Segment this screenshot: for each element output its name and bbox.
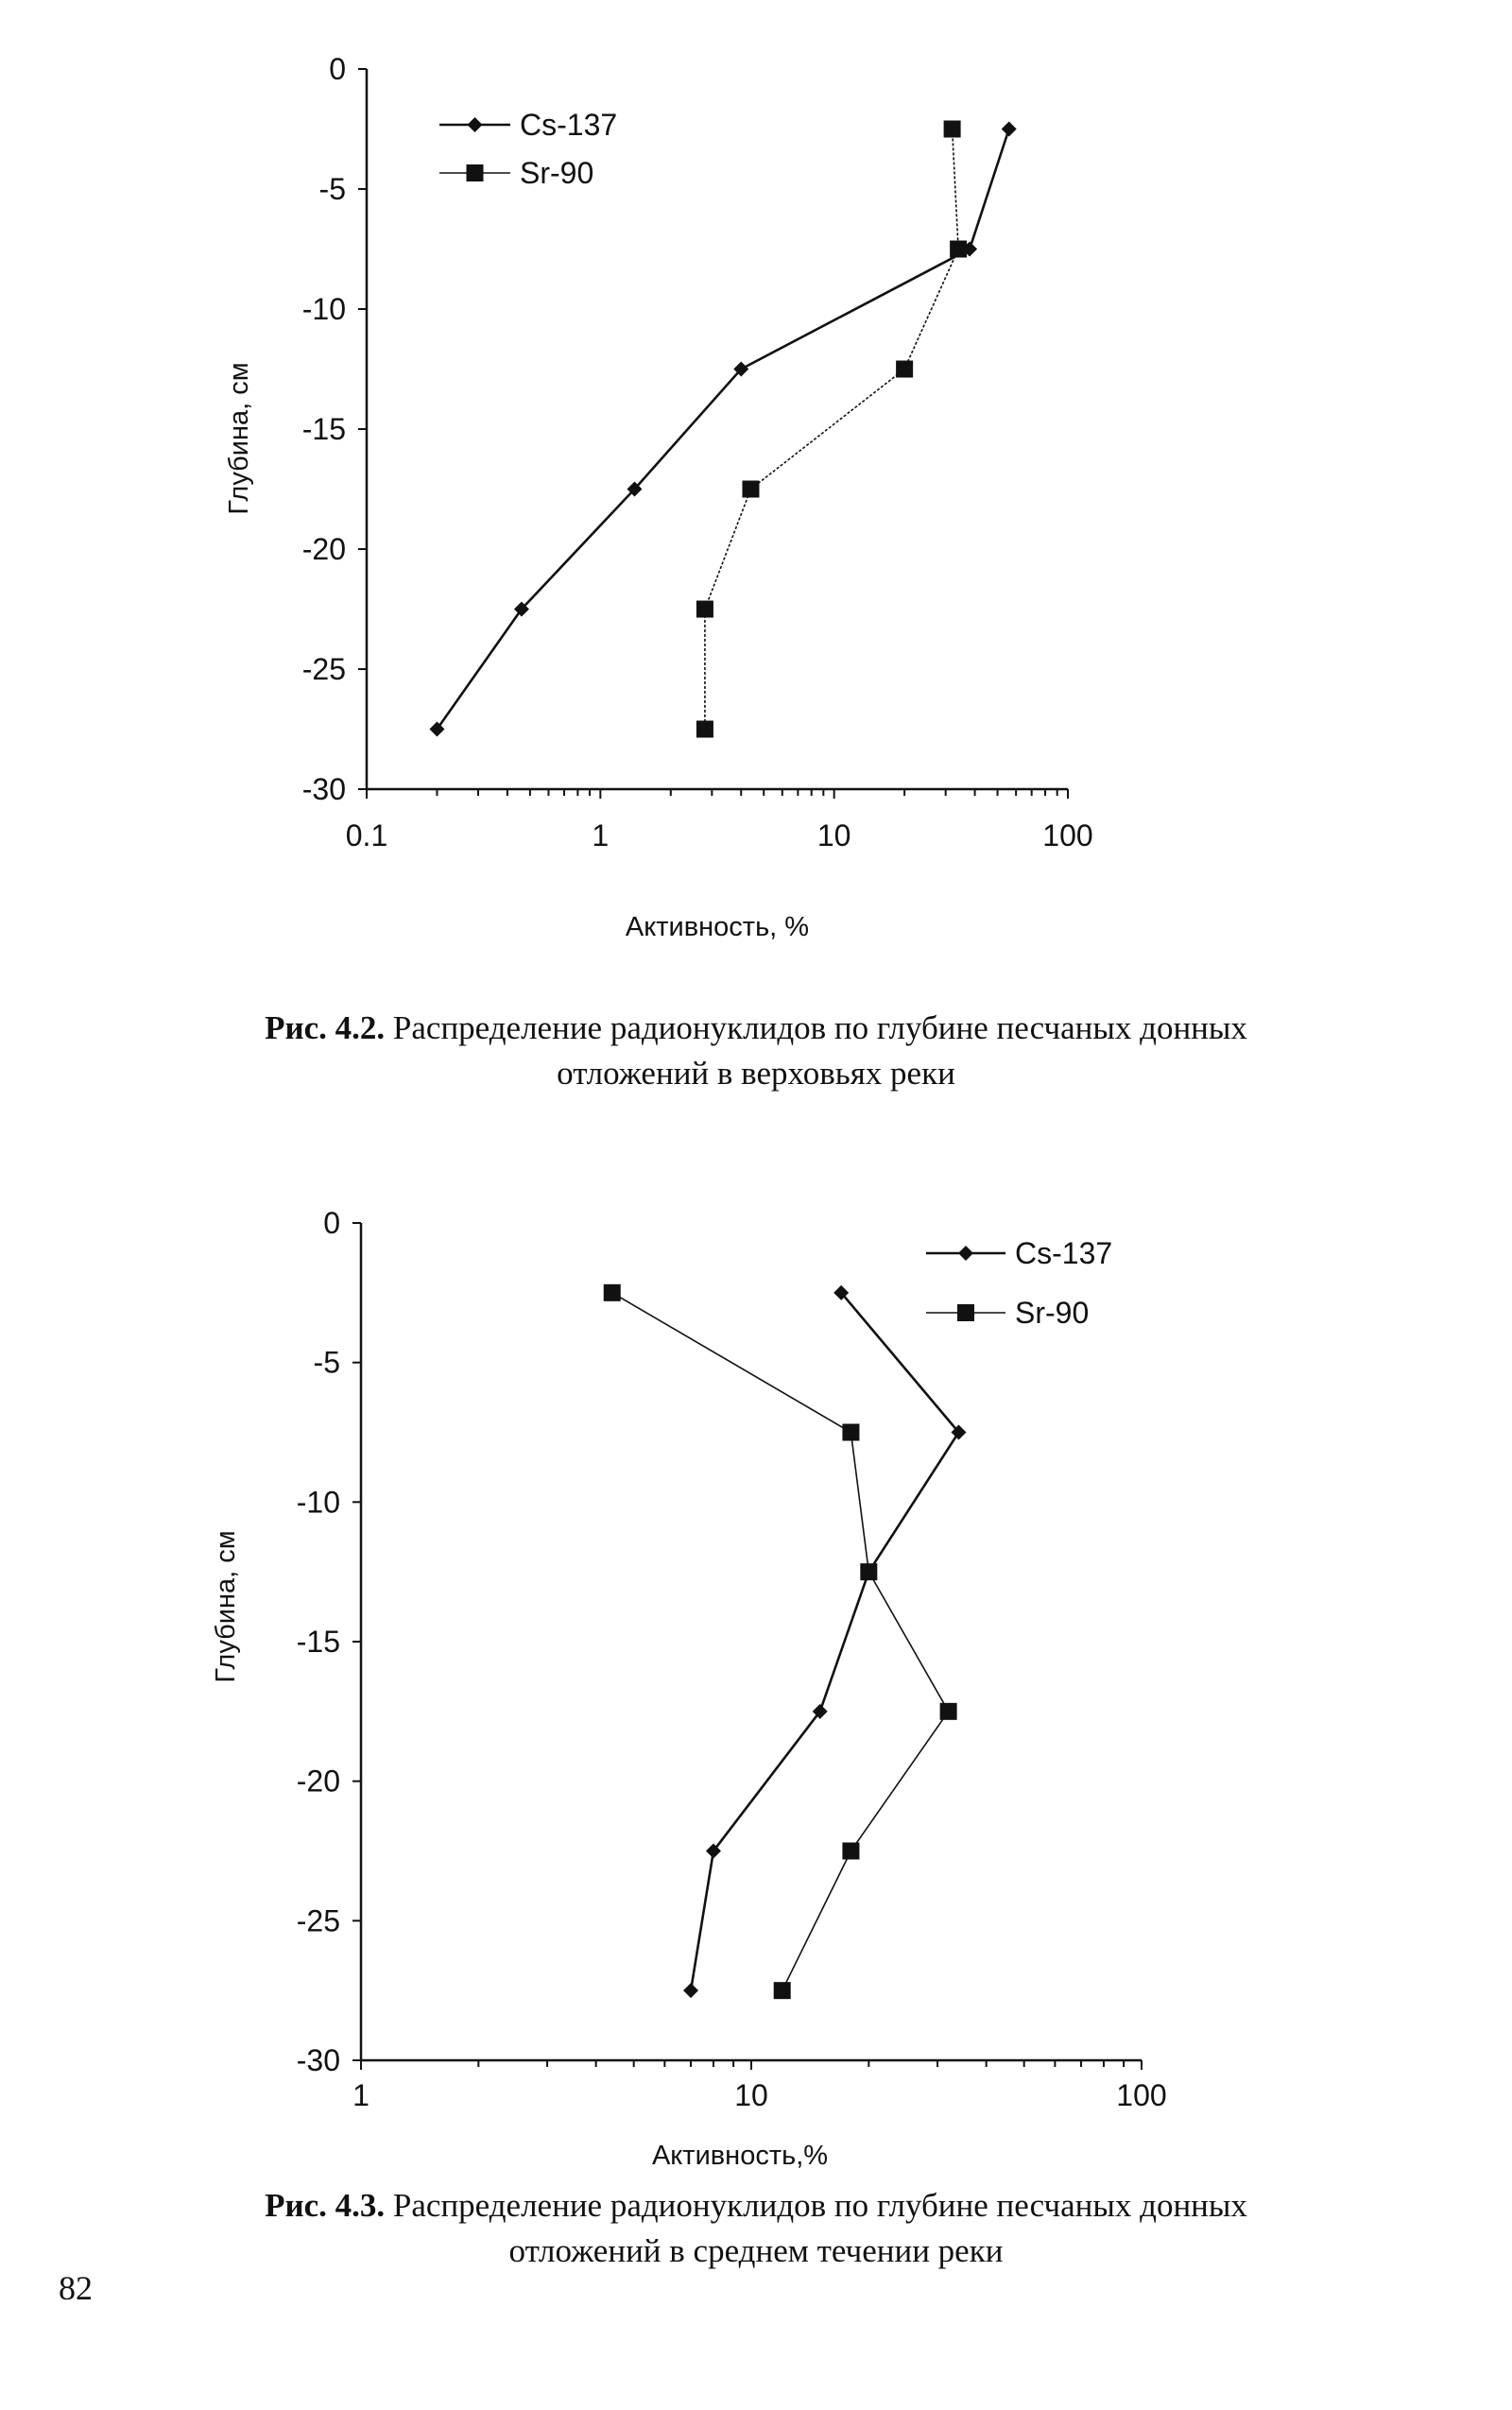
square-marker bbox=[742, 480, 760, 498]
square-marker bbox=[773, 1982, 791, 2000]
y-tick-label: -10 bbox=[297, 1485, 340, 1519]
square-marker bbox=[842, 1842, 860, 1860]
figure-caption-4-3: Рис. 4.3. Распределение радионуклидов по… bbox=[0, 2183, 1512, 2274]
y-tick-label: -5 bbox=[314, 1346, 340, 1380]
y-axis-label: Глубина, см bbox=[224, 362, 254, 514]
legend-item-cs-137: Cs-137 bbox=[926, 1236, 1112, 1270]
diamond-marker bbox=[683, 1983, 699, 1999]
legend-label: Cs-137 bbox=[1015, 1236, 1112, 1270]
diamond-marker bbox=[627, 481, 643, 497]
series-sr-90 bbox=[696, 120, 968, 738]
y-axis-label: Глубина, см bbox=[211, 1530, 241, 1682]
caption-line1: Распределение радионуклидов по глубине п… bbox=[392, 1009, 1247, 1046]
legend-item-cs-137: Cs-137 bbox=[439, 108, 617, 142]
legend-diamond-icon bbox=[467, 117, 483, 132]
y-tick-label: -30 bbox=[302, 772, 346, 806]
diamond-marker bbox=[1001, 121, 1017, 137]
series-sr-90 bbox=[603, 1283, 957, 2000]
x-tick-label: 0.1 bbox=[346, 818, 387, 852]
series-line bbox=[611, 1292, 950, 1991]
page-number: 82 bbox=[59, 2269, 93, 2307]
diamond-marker bbox=[705, 1843, 721, 1859]
series-cs-137 bbox=[683, 1284, 967, 1999]
square-marker bbox=[696, 720, 713, 738]
series-line bbox=[704, 129, 959, 730]
square-marker bbox=[696, 600, 713, 618]
legend-item-sr-90: Sr-90 bbox=[439, 156, 593, 190]
y-tick-label: -20 bbox=[302, 532, 346, 566]
y-tick-label: -25 bbox=[302, 652, 346, 686]
caption-line1: Распределение радионуклидов по глубине п… bbox=[392, 2187, 1247, 2224]
square-marker bbox=[939, 1702, 957, 1720]
y-tick-label: 0 bbox=[323, 1206, 340, 1240]
y-tick-label: 0 bbox=[329, 52, 346, 86]
diamond-marker bbox=[962, 241, 978, 257]
x-axis-label: Активность, % bbox=[626, 912, 809, 942]
y-tick-label: -15 bbox=[297, 1625, 340, 1659]
y-tick-label: -30 bbox=[297, 2043, 340, 2077]
x-axis-label: Активность,% bbox=[652, 2141, 828, 2171]
legend-label: Cs-137 bbox=[520, 108, 617, 142]
y-tick-label: -20 bbox=[297, 1764, 340, 1799]
diamond-marker bbox=[812, 1703, 828, 1719]
series-line bbox=[436, 129, 1010, 731]
square-marker bbox=[896, 360, 914, 378]
figure-caption-4-2: Рис. 4.2. Распределение радионуклидов по… bbox=[0, 1006, 1512, 1096]
chart-2: 0 -5 -10 -15 -20 -25 -30 1 10 100 Активность,% Глуб… bbox=[211, 1206, 1167, 2171]
x-tick-label: 1 bbox=[592, 818, 609, 852]
y-tick-label: -15 bbox=[302, 412, 346, 446]
legend-label: Sr-90 bbox=[520, 156, 593, 190]
series-cs-137 bbox=[429, 121, 1017, 737]
legend-label: Sr-90 bbox=[1015, 1296, 1089, 1330]
square-marker bbox=[950, 240, 968, 258]
square-marker bbox=[943, 120, 961, 138]
x-tick-label: 10 bbox=[817, 818, 851, 852]
chart-1: 0 -5 -10 -15 -20 -25 -300.1 1 10 100 Активность, %… bbox=[224, 52, 1093, 942]
diamond-marker bbox=[951, 1424, 967, 1440]
y-tick-label: -25 bbox=[297, 1903, 340, 1937]
caption-line2: отложений в верховьях реки bbox=[557, 1055, 955, 1092]
square-marker bbox=[842, 1423, 860, 1441]
y-tick-label: -5 bbox=[319, 172, 346, 206]
legend-square-icon bbox=[957, 1304, 974, 1321]
legend-square-icon bbox=[466, 164, 484, 181]
diamond-marker bbox=[429, 721, 445, 737]
square-marker bbox=[603, 1283, 621, 1301]
diamond-marker bbox=[513, 601, 529, 617]
x-tick-label: 1 bbox=[352, 2078, 369, 2112]
x-tick-label: 100 bbox=[1116, 2078, 1166, 2112]
diamond-marker bbox=[833, 1284, 850, 1300]
caption-label: Рис. 4.2. bbox=[265, 1009, 386, 1046]
diamond-marker bbox=[733, 361, 749, 377]
x-tick-label: 10 bbox=[734, 2078, 768, 2112]
x-tick-label: 100 bbox=[1042, 818, 1092, 852]
legend-diamond-icon bbox=[958, 1246, 973, 1261]
legend-item-sr-90: Sr-90 bbox=[926, 1296, 1089, 1330]
caption-label: Рис. 4.3. bbox=[265, 2187, 386, 2224]
caption-line2: отложений в среднем течении реки bbox=[508, 2232, 1004, 2269]
square-marker bbox=[860, 1563, 878, 1581]
y-tick-label: -10 bbox=[302, 292, 346, 326]
series-line bbox=[689, 1291, 961, 1991]
